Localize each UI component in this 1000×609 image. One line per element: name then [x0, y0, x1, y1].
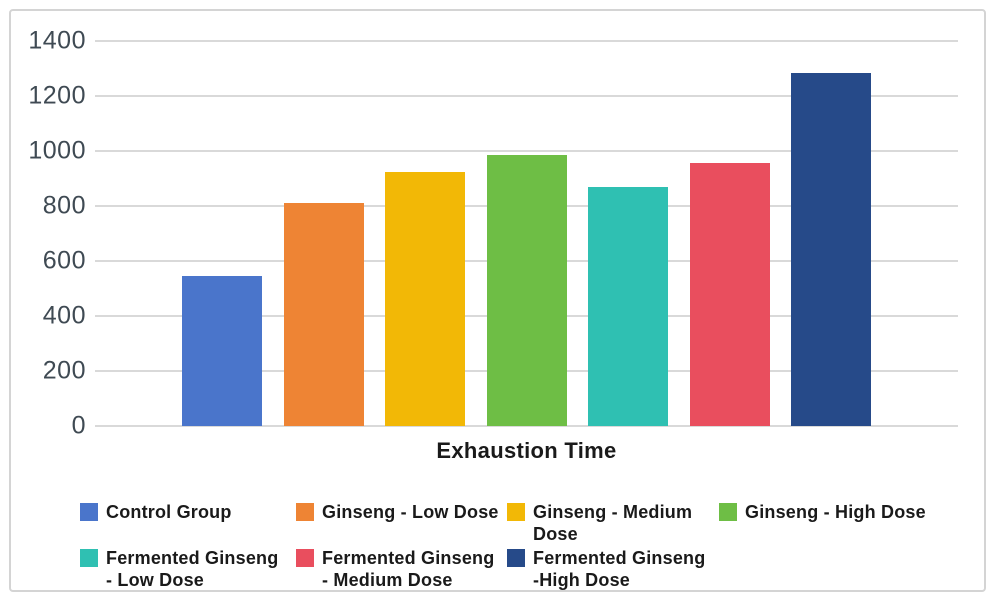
- legend-swatch-ginseng-low-dose: [296, 503, 314, 521]
- chart-bar-ginseng-low-dose: [283, 203, 364, 426]
- chart-bar-fermented-ginseng-low-dose: [588, 187, 668, 426]
- y-tick-label: 800: [42, 191, 86, 220]
- y-tick-label: 1400: [28, 26, 86, 55]
- x-axis-title: Exhaustion Time: [436, 438, 617, 463]
- legend-item-ginseng-medium-dose: Ginseng - Medium Dose: [507, 501, 719, 545]
- legend-label: Ginseng - Medium Dose: [533, 502, 693, 544]
- legend-item-fermented-ginseng-low-dose: Fermented Ginseng - Low Dose: [80, 547, 296, 591]
- legend-swatch-control-group: [80, 503, 98, 521]
- legend-swatch-ginseng-medium-dose: [507, 503, 525, 521]
- y-tick-label: 0: [71, 411, 86, 440]
- legend-swatch-ginseng-high-dose: [719, 503, 737, 521]
- legend-swatch-fermented-ginseng-high-dose: [507, 549, 525, 567]
- legend-label: Ginseng - Low Dose: [322, 502, 499, 522]
- legend-item-fermented-ginseng-high-dose: Fermented Ginseng -High Dose: [507, 547, 719, 591]
- legend-label: Fermented Ginseng - Low Dose: [106, 548, 279, 590]
- gridline: [95, 95, 958, 97]
- y-tick-label: 600: [42, 246, 86, 275]
- chart-bar-ginseng-medium-dose: [385, 172, 465, 426]
- y-axis-tick-labels: 0 200 400 600 800 1000 1200 1400: [0, 27, 86, 440]
- legend-label: Fermented Ginseng - Medium Dose: [322, 548, 495, 590]
- plot-area: [95, 40, 958, 427]
- legend-label: Ginseng - High Dose: [745, 502, 926, 522]
- chart-bar-control-group: [182, 276, 262, 426]
- y-tick-label: 1200: [28, 81, 86, 110]
- legend-item-ginseng-low-dose: Ginseng - Low Dose: [296, 501, 507, 523]
- gridline: [95, 425, 958, 427]
- legend-item-control-group: Control Group: [80, 501, 296, 523]
- chart-bar-ginseng-high-dose: [486, 155, 567, 426]
- gridline: [95, 40, 958, 42]
- y-tick-label: 200: [42, 356, 86, 385]
- legend-item-fermented-ginseng-medium-dose: Fermented Ginseng - Medium Dose: [296, 547, 507, 591]
- legend-item-ginseng-high-dose: Ginseng - High Dose: [719, 501, 980, 523]
- y-tick-label: 1000: [28, 136, 86, 165]
- legend-label: Fermented Ginseng -High Dose: [533, 548, 706, 590]
- legend-label: Control Group: [106, 502, 232, 522]
- legend-swatch-fermented-ginseng-medium-dose: [296, 549, 314, 567]
- chart-bar-fermented-ginseng-high-dose: [791, 73, 871, 426]
- chart-legend: Control Group Ginseng - Low Dose Ginseng…: [80, 501, 980, 591]
- gridline: [95, 150, 958, 152]
- legend-swatch-fermented-ginseng-low-dose: [80, 549, 98, 567]
- chart-bar-fermented-ginseng-medium-dose: [689, 163, 770, 426]
- y-tick-label: 400: [42, 301, 86, 330]
